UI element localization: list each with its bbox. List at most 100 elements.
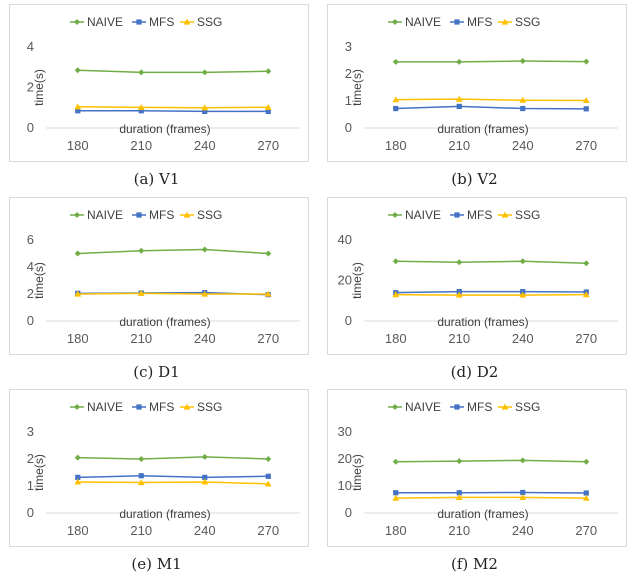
series-mfs — [75, 473, 271, 480]
x-axis-label: duration (frames) — [119, 122, 210, 136]
x-tick-label: 240 — [194, 138, 216, 153]
series-naive — [393, 258, 590, 266]
y-axis-label: time(s) — [350, 262, 364, 299]
y-axis-label: time(s) — [32, 69, 46, 106]
series-ssg — [392, 96, 589, 103]
legend-marker-naive — [74, 212, 80, 218]
series-line-naive — [78, 457, 269, 459]
series-naive — [393, 58, 590, 65]
series-line-mfs — [396, 106, 587, 108]
series-line-naive — [396, 61, 587, 62]
legend-label-ssg: SSG — [515, 400, 540, 414]
data-point-naive — [138, 69, 144, 75]
legend-label-naive: NAIVE — [87, 15, 123, 29]
legend: NAIVE MFS SSG — [388, 400, 540, 414]
series-line-mfs — [78, 476, 269, 478]
legend-label-mfs: MFS — [149, 208, 174, 222]
series-line-naive — [396, 261, 587, 263]
legend-label-mfs: MFS — [467, 15, 492, 29]
series-line-naive — [396, 460, 587, 461]
chart-caption: (b) V2 — [318, 170, 631, 188]
data-point-naive — [520, 457, 526, 463]
legend-label-naive: NAIVE — [405, 400, 441, 414]
data-point-naive — [265, 68, 271, 74]
x-tick-label: 270 — [257, 138, 279, 153]
x-tick-label: 180 — [385, 138, 407, 153]
data-point-naive — [202, 246, 208, 252]
legend-marker-naive — [392, 404, 398, 410]
y-axis-label: time(s) — [350, 69, 364, 106]
series-line-naive — [78, 249, 269, 253]
x-tick-label: 270 — [257, 331, 279, 346]
chart-caption: (d) D2 — [318, 363, 631, 381]
legend-label-naive: NAIVE — [87, 400, 123, 414]
data-point-naive — [520, 58, 526, 64]
chart-caption: (e) M1 — [0, 555, 313, 573]
chart-caption: (a) V1 — [0, 170, 313, 188]
x-axis-label: duration (frames) — [437, 122, 528, 136]
y-axis-label: time(s) — [32, 262, 46, 299]
legend-marker-mfs — [454, 212, 459, 217]
x-tick-label: 270 — [257, 523, 279, 538]
x-tick-label: 180 — [67, 138, 89, 153]
series-mfs — [393, 490, 589, 496]
data-point-mfs — [139, 473, 144, 478]
series-line-naive — [78, 70, 269, 72]
data-point-mfs — [393, 490, 398, 495]
data-point-naive — [393, 59, 399, 65]
x-axis-label: duration (frames) — [119, 315, 210, 329]
data-point-naive — [583, 260, 589, 266]
series-line-mfs — [396, 492, 587, 493]
series-line-mfs — [396, 292, 587, 293]
y-tick-label: 0 — [27, 505, 34, 520]
x-tick-label: 180 — [385, 523, 407, 538]
data-point-mfs — [393, 106, 398, 111]
legend-label-ssg: SSG — [197, 15, 222, 29]
data-point-naive — [456, 59, 462, 65]
y-tick-label: 0 — [345, 313, 352, 328]
x-tick-label: 180 — [385, 331, 407, 346]
y-tick-label: 0 — [345, 120, 352, 135]
x-tick-label: 210 — [130, 331, 152, 346]
series-line-ssg — [396, 497, 587, 498]
chart-caption: (f) M2 — [318, 555, 631, 573]
x-tick-label: 210 — [448, 138, 470, 153]
series-ssg — [74, 103, 271, 110]
legend-label-ssg: SSG — [515, 15, 540, 29]
series-line-mfs — [78, 111, 269, 112]
y-tick-label: 0 — [27, 120, 34, 135]
series-line-ssg — [78, 293, 269, 294]
legend-label-mfs: MFS — [467, 400, 492, 414]
y-tick-label: 40 — [338, 232, 352, 247]
legend-label-ssg: SSG — [197, 208, 222, 222]
data-point-naive — [202, 454, 208, 460]
x-tick-label: 240 — [512, 138, 534, 153]
series-line-ssg — [78, 107, 269, 108]
data-point-naive — [456, 259, 462, 265]
y-tick-label: 30 — [338, 424, 352, 439]
legend-marker-mfs — [136, 212, 141, 217]
legend-label-ssg: SSG — [197, 400, 222, 414]
data-point-naive — [138, 456, 144, 462]
data-point-naive — [75, 455, 81, 461]
legend-label-mfs: MFS — [467, 208, 492, 222]
legend-marker-mfs — [454, 19, 459, 24]
x-tick-label: 210 — [130, 523, 152, 538]
data-point-mfs — [520, 106, 525, 111]
